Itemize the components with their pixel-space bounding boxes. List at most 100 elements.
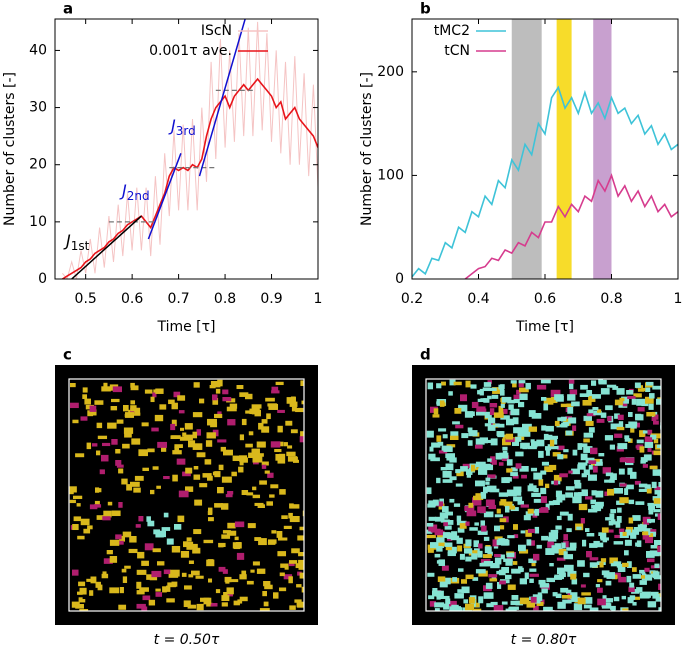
particle [533,472,543,480]
particle [436,546,443,552]
particle [222,389,229,395]
particle [450,435,459,440]
particle [505,433,514,440]
particle [79,587,87,595]
particle [102,442,111,447]
particle [87,525,93,530]
particle [512,417,519,425]
particle [94,504,102,508]
particle [451,531,458,538]
particle [442,471,452,478]
particle [283,442,288,447]
particle [590,499,596,505]
particle [639,446,645,453]
particle [245,443,253,448]
particle [550,529,559,533]
particle [466,469,473,475]
particle [489,578,498,582]
particle [519,578,527,585]
particle [480,520,486,528]
particle [134,475,144,481]
particle [257,453,264,457]
particle [436,593,441,600]
particle [614,413,620,419]
particle [467,440,473,446]
particle [436,477,441,484]
particle [199,398,205,404]
particle [501,601,508,605]
particle [212,398,219,405]
particle [472,499,482,506]
particle [616,516,622,523]
x-tick-label: 0.4 [467,291,489,307]
particle [646,381,654,386]
particle [639,569,646,574]
particle [544,466,553,473]
particle [627,467,633,475]
particle [563,551,568,558]
particle [617,507,622,513]
particle [569,383,574,390]
particle [586,551,592,558]
legend-label: 0.001τ ave. [149,43,232,59]
particle [463,599,469,604]
particle [205,440,213,447]
particle [471,464,476,472]
particle [566,528,572,533]
particle [593,506,602,512]
particle [279,572,285,577]
particle [501,396,512,403]
particle [654,551,661,556]
particle [626,390,634,395]
particle [597,409,602,413]
x-tick-label: 1 [314,291,323,307]
particle [505,438,515,443]
particle [654,540,661,546]
particle [647,429,653,435]
particle [644,441,654,448]
particle [115,449,121,454]
band [556,19,572,279]
fit-line [198,19,246,177]
particle [636,587,643,593]
particle [434,602,445,608]
particle [483,382,492,387]
particle [119,535,126,542]
particle [567,513,573,521]
particle [233,543,241,550]
particle [138,449,148,457]
particle [639,430,646,438]
particle [631,596,640,600]
particle [76,503,81,507]
particle [469,527,478,531]
particle [187,541,194,546]
particle [142,595,151,601]
particle [298,552,304,557]
particle [486,387,497,392]
particle [82,387,88,393]
particle [485,411,492,419]
particle [271,386,279,392]
particle [118,502,123,508]
particle [468,550,478,556]
particle [174,444,183,448]
particle [553,480,559,486]
particle [652,385,661,390]
particle [608,520,614,526]
particle [545,425,554,432]
particle [502,434,508,441]
particle [583,438,590,443]
particle [442,434,448,439]
particle [512,561,518,565]
particle [445,511,453,516]
particle [503,558,513,562]
particle [123,427,134,434]
particle [548,446,559,450]
particle [600,532,607,539]
particle [206,432,216,439]
particle [646,551,655,558]
particle [554,543,561,550]
particle [464,411,474,418]
particle [533,553,540,561]
particle [439,400,445,407]
